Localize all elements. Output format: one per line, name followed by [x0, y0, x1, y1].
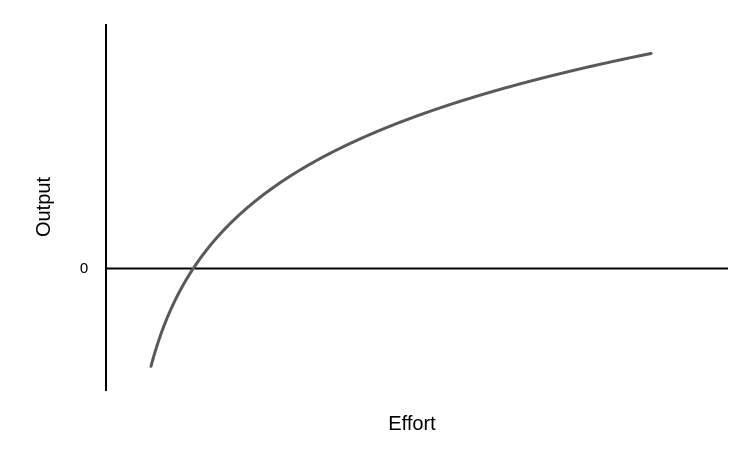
y-axis-label: Output — [33, 177, 55, 237]
x-axis-label: Effort — [388, 413, 436, 435]
y-tick-zero: 0 — [80, 260, 88, 277]
output-curve — [149, 51, 653, 368]
